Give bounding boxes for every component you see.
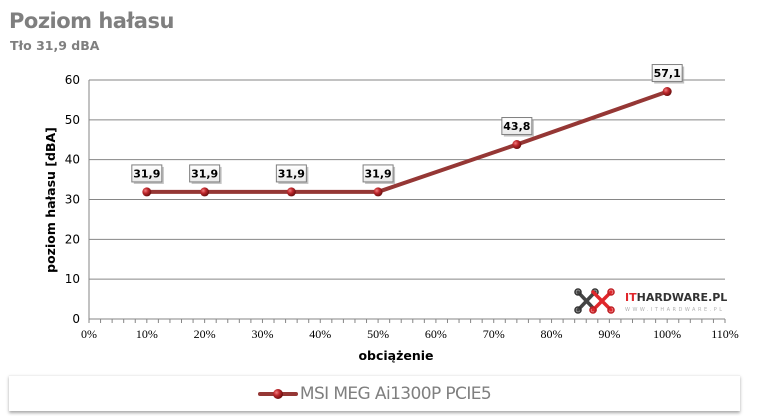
- x-tick-label: 80%: [541, 327, 563, 341]
- data-point-marker[interactable]: [286, 187, 296, 197]
- data-point-marker[interactable]: [662, 87, 672, 97]
- x-tick-label: 50%: [367, 327, 389, 341]
- legend-label: MSI MEG Ai1300P PCIE5: [299, 383, 492, 404]
- data-point-marker[interactable]: [373, 187, 383, 197]
- series-polyline: [144, 89, 670, 194]
- y-tick-label: 10: [65, 272, 80, 286]
- x-tick-label: 100%: [653, 327, 681, 341]
- gridlines: [89, 79, 725, 280]
- data-point-marker[interactable]: [200, 187, 210, 197]
- x-tick-label: 60%: [425, 327, 447, 341]
- data-labels: 31,9 31,9 31,9 31,9 43,8 57,1: [131, 64, 685, 184]
- logo-url: WWW.ITHARDWARE.PL: [625, 307, 725, 313]
- y-tick-label: 40: [65, 153, 80, 167]
- logo-hardware: HARDWARE.PL: [637, 291, 728, 304]
- y-axis-ticks: 0 10 20 30 40 50 60: [65, 73, 80, 326]
- legend-marker-icon: [257, 388, 298, 399]
- watermark-logo: ITHARDWARE.PL WWW.ITHARDWARE.PL: [574, 288, 727, 314]
- logo-it: IT: [625, 291, 637, 304]
- data-label: 31,9: [191, 167, 218, 180]
- svg-text:ITHARDWARE.PL: ITHARDWARE.PL: [625, 291, 727, 304]
- chart-title: Poziom hałasu: [9, 9, 174, 33]
- y-tick-label: 20: [65, 232, 80, 246]
- x-tick-label: 30%: [251, 327, 273, 341]
- data-label: 43,8: [503, 120, 530, 133]
- data-label-box: [501, 117, 533, 136]
- y-axis-label: poziom hałasu [dBA]: [43, 127, 58, 273]
- data-label-box: [362, 164, 394, 183]
- y-tick-label: 60: [65, 73, 80, 87]
- legend: MSI MEG Ai1300P PCIE5: [9, 375, 740, 411]
- y-tick-label: 50: [65, 113, 80, 127]
- data-label-box: [131, 164, 163, 183]
- series-line: [142, 87, 672, 197]
- data-point-marker[interactable]: [142, 187, 152, 197]
- x-tick-label: 40%: [309, 327, 331, 341]
- axes: [88, 80, 726, 323]
- x-tick-label: 20%: [194, 327, 216, 341]
- data-label: 31,9: [365, 167, 392, 180]
- x-axis-label: obciążenie: [358, 348, 433, 363]
- x-tick-label: 90%: [598, 327, 620, 341]
- x-tick-label: 110%: [711, 327, 739, 341]
- x-tick-label: 10%: [136, 327, 158, 341]
- x-axis-ticks: 0% 10% 20% 30% 40% 50% 60% 70% 80% 90% 100% 110%: [81, 327, 739, 341]
- data-label-box: [275, 164, 307, 183]
- data-label: 31,9: [133, 167, 160, 180]
- y-tick-label: 30: [65, 193, 80, 207]
- data-label: 31,9: [278, 167, 305, 180]
- chart-subtitle: Tło 31,9 dBA: [10, 38, 100, 53]
- data-label-box: [189, 164, 221, 183]
- ithardware-logo-icon: [574, 288, 615, 314]
- x-tick-label: 70%: [483, 327, 505, 341]
- data-label: 57,1: [654, 67, 681, 80]
- x-tick-label: 0%: [81, 327, 97, 341]
- y-tick-label: 0: [72, 312, 80, 326]
- data-point-marker[interactable]: [512, 140, 522, 150]
- data-label-box: [651, 64, 683, 83]
